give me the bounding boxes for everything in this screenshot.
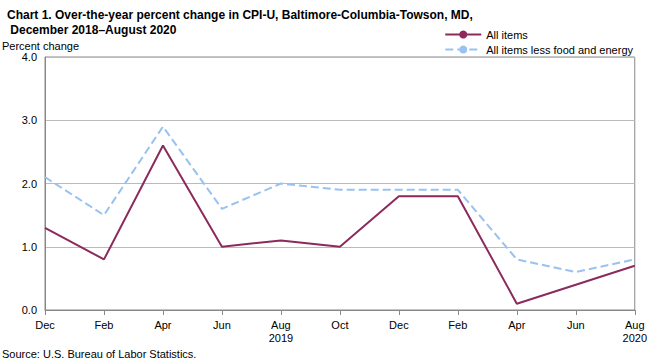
svg-text:Oct: Oct bbox=[331, 319, 348, 331]
svg-text:1.0: 1.0 bbox=[22, 241, 37, 253]
svg-text:Aug: Aug bbox=[271, 319, 291, 331]
svg-text:Percent change: Percent change bbox=[2, 40, 79, 52]
svg-text:2.0: 2.0 bbox=[22, 178, 37, 190]
svg-text:Feb: Feb bbox=[448, 319, 467, 331]
svg-text:December 2018–August 2020: December 2018–August 2020 bbox=[7, 23, 177, 37]
svg-text:Apr: Apr bbox=[154, 319, 171, 331]
svg-text:Aug: Aug bbox=[625, 319, 645, 331]
svg-text:Dec: Dec bbox=[389, 319, 409, 331]
svg-text:Source: U.S. Bureau of Labor S: Source: U.S. Bureau of Labor Statistics. bbox=[2, 348, 196, 360]
svg-text:2019: 2019 bbox=[269, 332, 293, 344]
svg-text:All items: All items bbox=[486, 29, 528, 41]
svg-text:Jun: Jun bbox=[213, 319, 231, 331]
svg-text:2020: 2020 bbox=[623, 332, 647, 344]
svg-text:Feb: Feb bbox=[94, 319, 113, 331]
svg-text:Chart 1. Over-the-year percent: Chart 1. Over-the-year percent change in… bbox=[7, 8, 473, 22]
svg-text:0.0: 0.0 bbox=[22, 304, 37, 316]
svg-text:Apr: Apr bbox=[508, 319, 525, 331]
svg-text:3.0: 3.0 bbox=[22, 114, 37, 126]
svg-text:All items less food and energy: All items less food and energy bbox=[486, 44, 633, 56]
svg-text:4.0: 4.0 bbox=[22, 51, 37, 63]
svg-text:Jun: Jun bbox=[567, 319, 585, 331]
svg-text:Dec: Dec bbox=[35, 319, 55, 331]
